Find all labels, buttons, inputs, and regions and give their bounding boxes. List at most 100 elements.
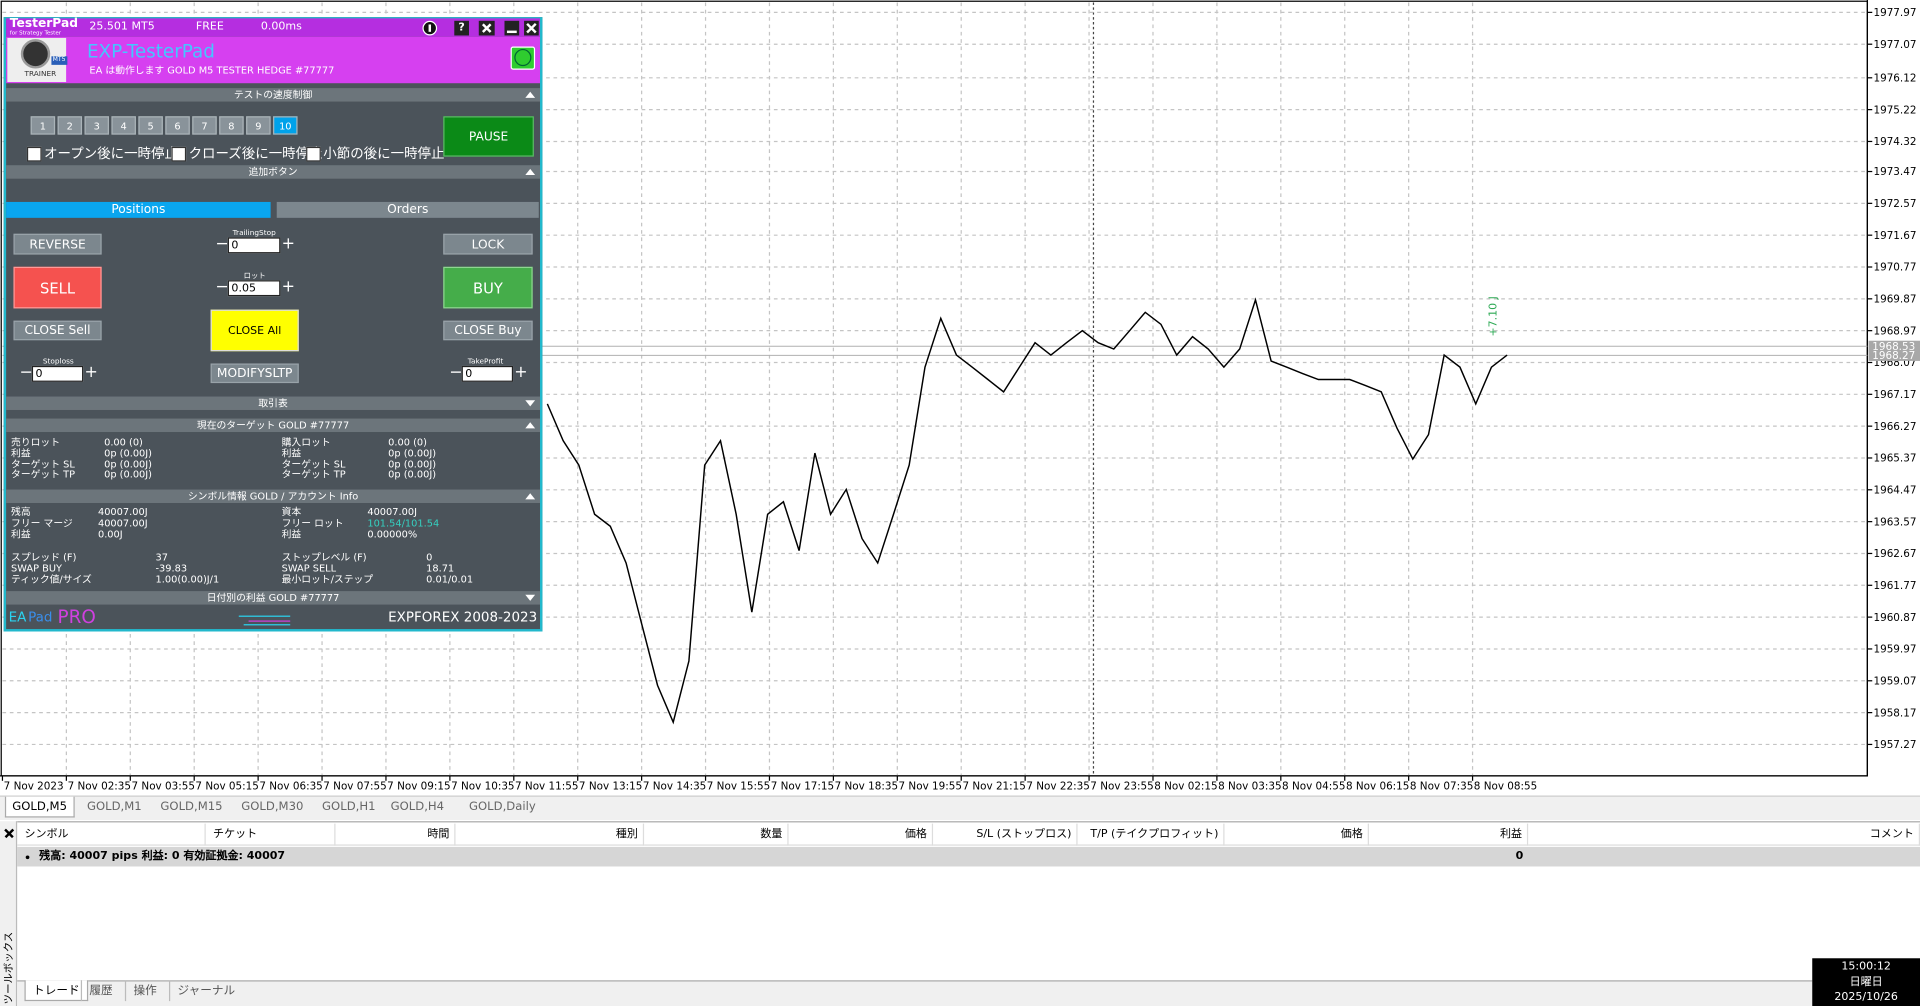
modify-button[interactable]: MODIFYSLTP [210, 363, 299, 384]
row-label: 売りロット [11, 436, 61, 448]
input-box[interactable]: 0 [31, 365, 84, 382]
input-box[interactable]: 0 [461, 365, 514, 382]
chart-tab[interactable]: GOLD,M30 [241, 800, 304, 814]
x-tick-label: 7 Nov 14:35 [643, 780, 706, 792]
checkbox[interactable] [306, 146, 321, 162]
clock-date: 2025/10/26 [1834, 991, 1898, 1004]
row-label: ターゲット TP [11, 469, 76, 481]
tab-orders[interactable]: Orders [276, 201, 539, 218]
price-label-box [1868, 340, 1920, 352]
x-tick-label: 7 Nov 09:15 [387, 780, 450, 792]
summary-text: 残高: 40007 pips 利益: 0 有効証拠金: 40007 [39, 850, 286, 863]
close-buy-button[interactable]: CLOSE Buy [443, 320, 533, 341]
minus-button[interactable]: − [449, 363, 463, 382]
lock-button[interactable]: LOCK [443, 233, 533, 255]
speed-button[interactable]: 5 [138, 116, 163, 135]
speed-button[interactable]: 8 [219, 116, 244, 135]
speed-button[interactable]: 1 [30, 116, 56, 135]
column-header[interactable]: S/L (ストップロス) [933, 823, 1078, 846]
speed-button[interactable]: 10 [273, 116, 298, 135]
speed-button[interactable]: 4 [111, 116, 136, 135]
pause-button[interactable]: PAUSE [443, 116, 534, 157]
x-tick-label: 8 Nov 04:55 [1282, 780, 1345, 792]
column-header[interactable]: 種別 [455, 823, 645, 846]
sell-button[interactable]: SELL [13, 266, 102, 309]
section-title: 追加ボタン [248, 166, 298, 178]
chart-tab[interactable]: GOLD,M5 [4, 796, 75, 818]
toolbox-tab[interactable]: 履歴 [80, 980, 120, 1002]
speed-button[interactable]: 2 [57, 116, 83, 135]
checkbox-label: 小節の後に一時停止 [323, 145, 445, 162]
x-tick-label: 8 Nov 07:35 [1410, 780, 1473, 792]
speed-button[interactable]: 7 [192, 116, 217, 135]
chart-tab[interactable]: GOLD,M15 [160, 800, 223, 814]
header-status: EA は動作します GOLD M5 TESTER HEDGE #77777 [89, 64, 335, 76]
row-value: 101.54/101.54 [367, 517, 440, 529]
y-tick-label: 1960.87 [1873, 612, 1916, 624]
minimize-button[interactable] [504, 20, 520, 36]
column-header[interactable]: 利益 [1368, 823, 1529, 846]
y-tick-label: 1964.47 [1873, 484, 1916, 496]
section-toggle[interactable] [525, 400, 536, 407]
section-bar [6, 396, 541, 410]
input-box[interactable]: 0.05 [227, 280, 281, 297]
section-toggle[interactable] [525, 594, 536, 601]
column-header[interactable]: 価格 [788, 823, 934, 846]
footer-line [248, 620, 291, 622]
column-header[interactable]: T/P (テイクプロフィット) [1077, 823, 1225, 846]
y-tick-label: 1974.32 [1873, 136, 1916, 148]
checkbox[interactable] [171, 146, 187, 162]
speed-button[interactable]: 9 [246, 116, 271, 135]
buy-button[interactable]: BUY [443, 266, 533, 309]
column-header[interactable]: シンボル [17, 823, 206, 846]
minus-button[interactable]: − [215, 277, 229, 297]
toolbox-tab[interactable]: トレード [24, 980, 89, 1002]
section-toggle[interactable] [525, 422, 536, 429]
row-value: 0.01/0.01 [426, 573, 474, 585]
checkbox[interactable] [26, 146, 42, 162]
reverse-button[interactable]: REVERSE [13, 233, 102, 255]
plus-button[interactable]: + [84, 363, 98, 382]
row-value: -39.83 [155, 562, 188, 574]
column-header[interactable]: チケット [205, 823, 336, 846]
column-header[interactable]: 時間 [335, 823, 456, 846]
y-tick-label: 1971.67 [1873, 230, 1916, 242]
chart-tab[interactable]: GOLD,M1 [86, 800, 142, 814]
column-header[interactable]: 価格 [1224, 823, 1369, 846]
chart-tab[interactable]: GOLD,H1 [322, 800, 376, 814]
row-value: 37 [155, 551, 168, 563]
row-label: ティック値/サイズ [11, 573, 92, 585]
input-label: TrailingStop [232, 228, 276, 238]
minus-button[interactable]: − [19, 363, 33, 382]
x-tick-label: 7 Nov 23:55 [1090, 780, 1153, 792]
section-toggle[interactable] [525, 168, 536, 176]
chart-tab[interactable]: GOLD,Daily [468, 800, 536, 814]
row-label: フリー マージ [11, 517, 73, 529]
help-button[interactable]: ? [454, 20, 469, 36]
section-toggle[interactable] [525, 493, 536, 500]
plus-button[interactable]: + [281, 234, 295, 254]
speed-button[interactable]: 6 [165, 116, 190, 135]
section-toggle[interactable] [525, 91, 536, 98]
tab-positions[interactable]: Positions [6, 201, 271, 218]
toolbox-tab[interactable]: ジャーナル [168, 980, 243, 1002]
column-header[interactable]: コメント [1528, 823, 1920, 846]
y-tick-label: 1962.67 [1873, 548, 1916, 560]
close-sell-button[interactable]: CLOSE Sell [13, 320, 102, 341]
section-bar [6, 418, 541, 433]
close-all-button[interactable]: CLOSE All [210, 309, 299, 352]
y-tick-label: 1963.57 [1873, 516, 1916, 528]
input-box[interactable]: 0 [227, 237, 281, 254]
column-header[interactable]: 数量 [644, 823, 789, 846]
section-title: 日付別の利益 GOLD #77777 [206, 592, 340, 604]
minus-button[interactable]: − [215, 234, 229, 254]
toolbox-side-label: ツールボックス [3, 931, 16, 1005]
chart-tab[interactable]: GOLD,H4 [390, 800, 445, 814]
toolbox-tab[interactable]: 操作 [124, 980, 164, 1002]
plus-button[interactable]: + [514, 363, 528, 382]
plus-button[interactable]: + [281, 277, 295, 297]
section-bar [6, 165, 541, 179]
row-label: 購入ロット [281, 436, 331, 448]
section-bar [6, 591, 541, 605]
speed-button[interactable]: 3 [84, 116, 109, 135]
